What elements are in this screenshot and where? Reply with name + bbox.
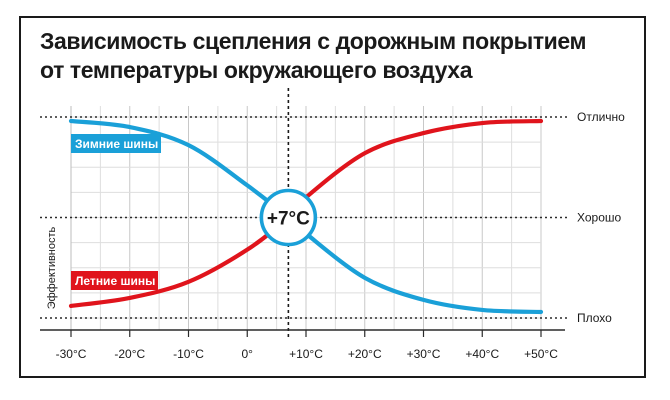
x-tick-label: +30°C: [407, 347, 441, 361]
x-tick-label: -20°C: [114, 347, 145, 361]
x-tick-label: 0°: [242, 347, 254, 361]
level-label-1: Хорошо: [577, 211, 622, 225]
chart-title: Зависимость сцепления с дорожным покрыти…: [40, 27, 600, 85]
series-label-1: Летние шины: [75, 274, 155, 288]
chart-title-line-1: Зависимость сцепления с дорожным покрыти…: [40, 28, 587, 54]
x-tick-label: +50°C: [524, 347, 558, 361]
series-label-0: Зимние шины: [75, 137, 158, 151]
crossover-marker: +7°C: [259, 188, 318, 247]
series-label-box-1: [71, 271, 158, 290]
y-axis-label: Эффективность: [46, 226, 58, 309]
x-tick-label: +40°C: [465, 347, 499, 361]
series-labels: Зимние шины Летние шины: [71, 134, 161, 290]
level-label-2: Плохо: [577, 311, 612, 325]
x-axis: -30°C -20°C -10°C 0° +10°C +20°C +30°C +40°C +50…: [40, 329, 565, 361]
crossover-label: +7°C: [267, 209, 310, 230]
crossover-circle: [259, 188, 318, 247]
x-tick-label: +20°C: [348, 347, 382, 361]
x-tick-label: -10°C: [173, 347, 204, 361]
x-tick-label: +10°C: [289, 347, 323, 361]
x-tick-label: -30°C: [56, 347, 87, 361]
series-label-box-0: [71, 134, 161, 153]
chart-title-line-2: от температуры окружающего воздуха: [40, 57, 473, 83]
level-label-0: Отлично: [577, 110, 625, 124]
